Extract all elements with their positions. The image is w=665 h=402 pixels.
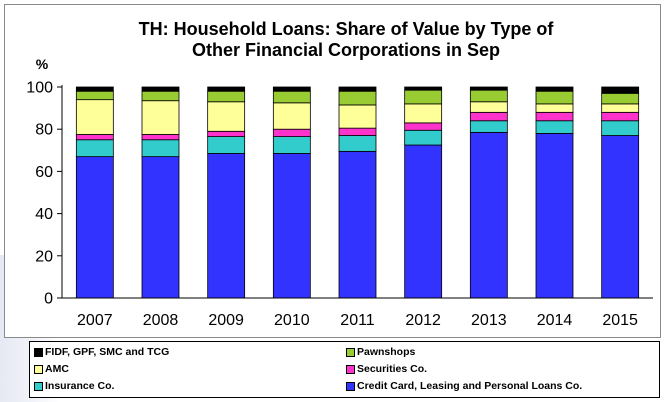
bar-segment-2008-5 bbox=[141, 86, 180, 92]
bar-segment-2011-5 bbox=[338, 86, 377, 92]
chart-title-line-2: Other Financial Corporations in Sep bbox=[192, 40, 500, 60]
bar-segment-2015-1 bbox=[601, 120, 640, 136]
bar-segment-2014-5 bbox=[535, 86, 574, 92]
y-tick-label: 80 bbox=[35, 122, 53, 139]
legend-swatch-fidf bbox=[34, 347, 43, 357]
legend-item-pawnshops: Pawnshops bbox=[346, 345, 415, 359]
bar-segment-2009-5 bbox=[207, 86, 246, 92]
bar-segment-2013-4 bbox=[469, 89, 508, 103]
legend-swatch-credit bbox=[346, 381, 355, 391]
bar-segment-2014-2 bbox=[535, 111, 574, 122]
legend-label-fidf: FIDF, GPF, SMC and TCG bbox=[45, 346, 170, 358]
y-tick-label: 40 bbox=[35, 206, 53, 223]
y-tick-label: 0 bbox=[44, 291, 53, 308]
y-tick-label: 20 bbox=[35, 248, 53, 265]
bar-segment-2007-1 bbox=[75, 139, 114, 158]
legend-item-fidf: FIDF, GPF, SMC and TCG bbox=[34, 345, 169, 359]
bar-segment-2010-4 bbox=[272, 90, 311, 104]
x-tick-label: 2007 bbox=[77, 312, 113, 329]
legend-item-amc: AMC bbox=[34, 362, 69, 376]
legend-item-securities: Securities Co. bbox=[346, 362, 427, 376]
bar-segment-2014-4 bbox=[535, 90, 574, 105]
bar-segment-2013-0 bbox=[469, 131, 508, 299]
bar-segment-2013-3 bbox=[469, 101, 508, 113]
bar-segment-2014-0 bbox=[535, 133, 574, 299]
bar-segment-2014-1 bbox=[535, 120, 574, 134]
legend-swatch-insurance bbox=[34, 381, 43, 391]
x-tick-label: 2009 bbox=[208, 312, 244, 329]
y-tick-label: 60 bbox=[35, 164, 53, 181]
bar-segment-2013-1 bbox=[469, 120, 508, 133]
legend-label-securities: Securities Co. bbox=[357, 363, 428, 375]
bar-segment-2007-3 bbox=[75, 99, 114, 135]
bar-segment-2007-0 bbox=[75, 156, 114, 299]
bar-segment-2011-0 bbox=[338, 150, 377, 299]
bar-segment-2012-2 bbox=[404, 122, 443, 131]
bar-segment-2010-2 bbox=[272, 128, 311, 137]
bar-segment-2012-5 bbox=[404, 86, 443, 91]
bars-layer bbox=[75, 86, 640, 299]
legend-swatch-securities bbox=[346, 364, 355, 374]
legend-swatch-pawnshops bbox=[346, 347, 355, 357]
bar-segment-2010-3 bbox=[272, 102, 311, 130]
legend-label-pawnshops: Pawnshops bbox=[357, 346, 416, 358]
bar-segment-2007-5 bbox=[75, 86, 114, 92]
x-tick-label: 2015 bbox=[602, 312, 638, 329]
bar-segment-2015-5 bbox=[601, 86, 640, 94]
chart-title-line-1: TH: Household Loans: Share of Value by T… bbox=[139, 19, 555, 39]
bar-segment-2009-0 bbox=[207, 153, 246, 299]
legend-item-credit: Credit Card, Leasing and Personal Loans … bbox=[346, 379, 582, 393]
y-tick-label: 100 bbox=[26, 80, 53, 97]
bar-segment-2012-1 bbox=[404, 129, 443, 146]
bar-segment-2008-3 bbox=[141, 100, 180, 135]
bar-segment-2012-3 bbox=[404, 103, 443, 124]
bar-segment-2009-1 bbox=[207, 136, 246, 154]
axes-layer: 2007 2008 2009 2010 2011 2012 2013 2014 2015 0 20 4… bbox=[26, 80, 653, 329]
legend-swatch-amc bbox=[34, 364, 43, 374]
bar-segment-2011-4 bbox=[338, 90, 377, 106]
x-tick-label: 2012 bbox=[405, 312, 441, 329]
bar-segment-2015-2 bbox=[601, 111, 640, 122]
legend-label-credit: Credit Card, Leasing and Personal Loans … bbox=[357, 380, 583, 392]
y-axis-unit-label: % bbox=[36, 56, 49, 72]
bar-segment-2010-0 bbox=[272, 153, 311, 299]
bar-segment-2015-0 bbox=[601, 135, 640, 299]
bar-segment-2015-3 bbox=[601, 103, 640, 113]
bar-segment-2009-2 bbox=[207, 130, 246, 137]
x-tick-label: 2014 bbox=[537, 312, 573, 329]
x-tick-label: 2013 bbox=[471, 312, 507, 329]
bar-segment-2008-0 bbox=[141, 156, 180, 299]
bar-segment-2009-3 bbox=[207, 101, 246, 132]
bar-segment-2007-2 bbox=[75, 134, 114, 141]
bar-segment-2011-2 bbox=[338, 127, 377, 136]
legend-item-insurance: Insurance Co. bbox=[34, 379, 114, 393]
bar-segment-2010-1 bbox=[272, 136, 311, 154]
bar-segment-2008-1 bbox=[141, 139, 180, 158]
bar-segment-2007-4 bbox=[75, 90, 114, 101]
x-tick-label: 2010 bbox=[274, 312, 310, 329]
bar-segment-2015-4 bbox=[601, 92, 640, 105]
bar-segment-2008-2 bbox=[141, 134, 180, 141]
bar-segment-2010-5 bbox=[272, 86, 311, 92]
legend-label-insurance: Insurance Co. bbox=[45, 380, 115, 392]
x-tick-label: 2011 bbox=[340, 312, 375, 329]
legend: FIDF, GPF, SMC and TCG Pawnshops AMC Sec… bbox=[29, 341, 660, 398]
bar-segment-2011-1 bbox=[338, 135, 377, 152]
bar-segment-2014-3 bbox=[535, 103, 574, 113]
legend-label-amc: AMC bbox=[45, 363, 69, 375]
bar-segment-2013-2 bbox=[469, 111, 508, 122]
bar-segment-2011-3 bbox=[338, 104, 377, 129]
bar-segment-2008-4 bbox=[141, 90, 180, 102]
bar-segment-2012-4 bbox=[404, 89, 443, 105]
x-tick-label: 2008 bbox=[143, 312, 179, 329]
bar-segment-2012-0 bbox=[404, 144, 443, 299]
bar-segment-2013-5 bbox=[469, 86, 508, 91]
bar-segment-2009-4 bbox=[207, 90, 246, 103]
